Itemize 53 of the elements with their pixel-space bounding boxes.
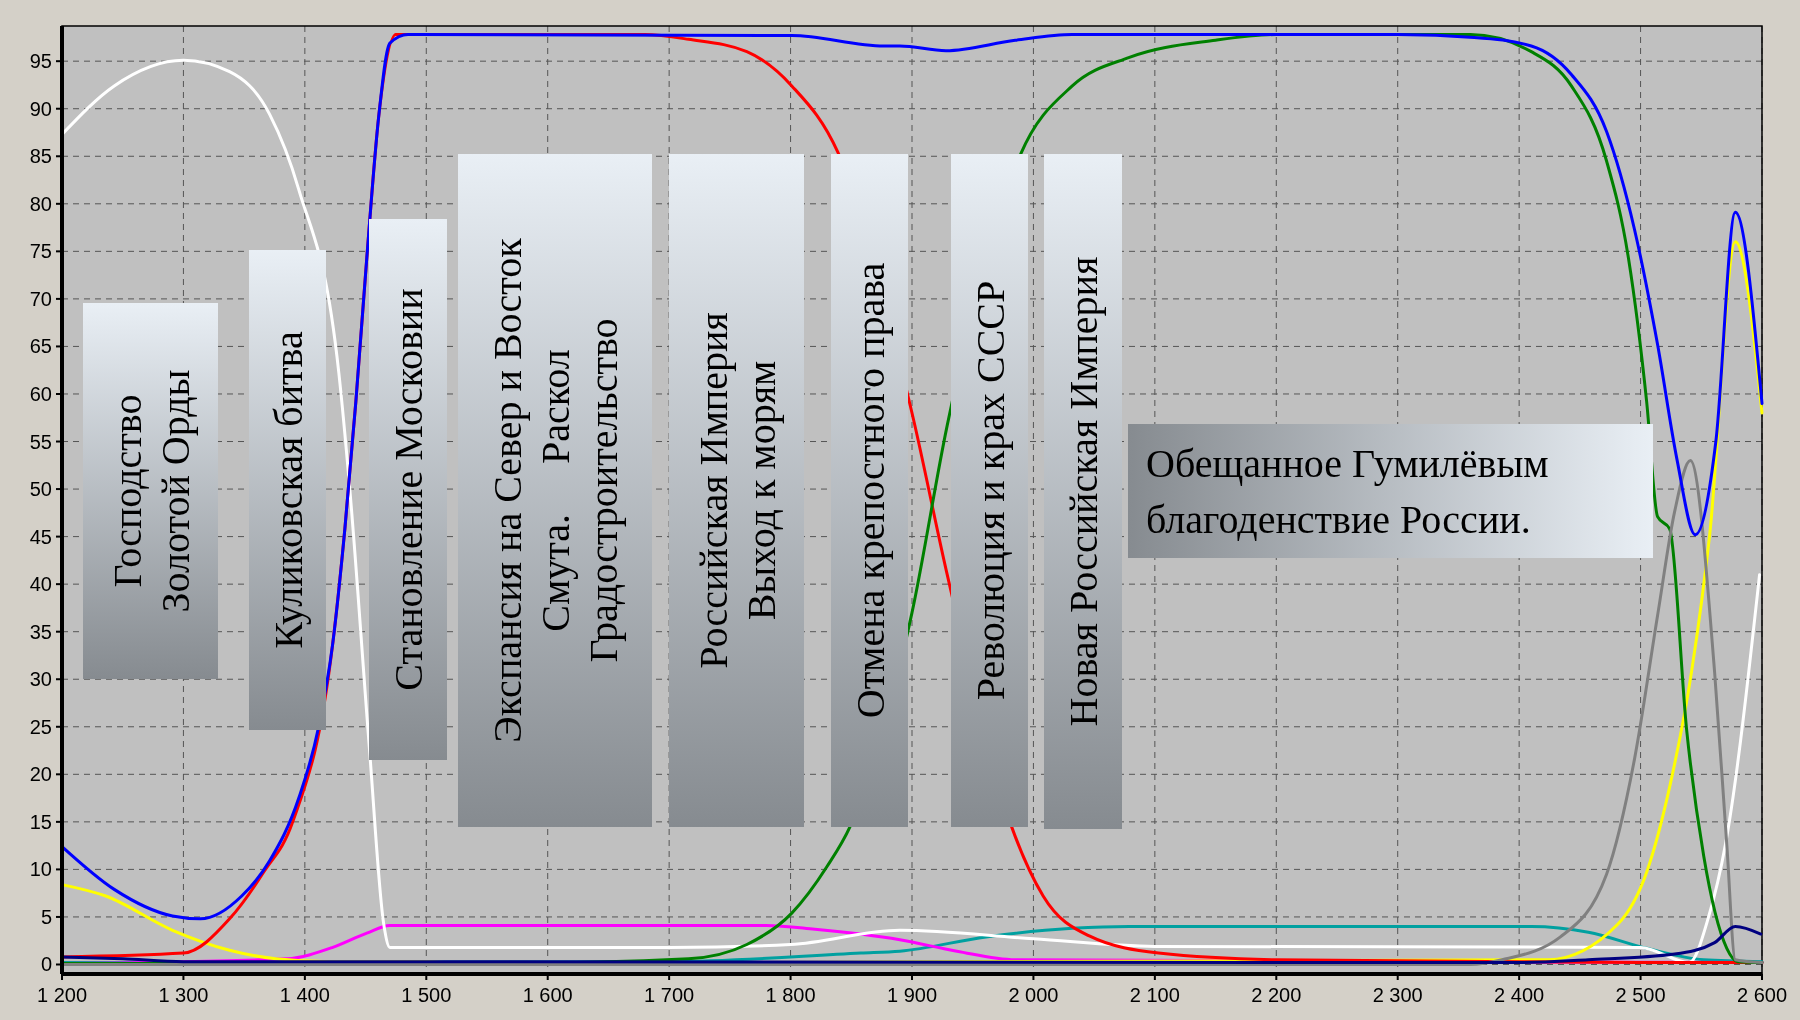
annotation: Новая Российская Империя <box>1061 256 1106 727</box>
annotation: Экспансия на Север и Восток Смута. Раскол Градостроительство <box>485 237 626 743</box>
x-tick-label: 2 400 <box>1494 984 1545 1006</box>
y-tick-label: 50 <box>29 478 52 501</box>
x-tick-label: 1 800 <box>765 984 816 1006</box>
note-box: Обещанное Гумилёвым благоденствие России. <box>1128 424 1653 558</box>
y-tick-label: 0 <box>40 953 52 976</box>
annotation: Российская Империя Выход к морям <box>690 312 784 669</box>
x-tick-label: 1 300 <box>158 984 209 1006</box>
x-tick-label: 2 300 <box>1372 984 1423 1006</box>
x-tick-label: 1 400 <box>279 984 330 1006</box>
annotation: Становление Московии <box>386 288 431 691</box>
y-tick-label: 5 <box>40 905 52 928</box>
x-tick-label: 1 500 <box>401 984 452 1006</box>
y-tick-label: 45 <box>29 525 52 548</box>
y-tick-label: 95 <box>29 50 52 73</box>
y-tick-label: 15 <box>29 810 52 833</box>
y-tick-label: 85 <box>29 145 52 168</box>
y-tick-label: 90 <box>29 97 52 120</box>
x-tick-label: 1 600 <box>522 984 573 1006</box>
note-box: Экспансия на Север и Восток Смута. Раскол Градостроительство <box>458 154 652 827</box>
note-box: Новая Российская Империя <box>1044 154 1122 829</box>
x-tick-label: 2 500 <box>1615 984 1666 1006</box>
x-tick-label: 2 100 <box>1129 984 1180 1006</box>
y-tick-label: 55 <box>29 430 52 453</box>
annotation: Обещанное Гумилёвым благоденствие России. <box>1146 441 1549 542</box>
x-tick-label: 1 700 <box>644 984 695 1006</box>
y-tick-label: 25 <box>29 715 52 738</box>
note-box: Революция и крах СССР <box>951 154 1028 827</box>
annotation: Господство Золотой Орды <box>104 369 198 613</box>
y-tick-label: 20 <box>29 763 52 786</box>
y-tick-label: 40 <box>29 573 52 596</box>
annotation: Революция и крах СССР <box>967 280 1013 701</box>
x-tick-label: 1 900 <box>886 984 938 1006</box>
y-tick-label: 80 <box>29 192 52 215</box>
x-tick-label: 2 000 <box>1008 984 1059 1006</box>
x-tick-label: 2 600 <box>1736 984 1788 1006</box>
y-tick-label: 65 <box>29 335 52 358</box>
y-tick-label: 35 <box>29 620 52 643</box>
y-tick-label: 10 <box>29 858 52 881</box>
annotation: Куликовская битва <box>265 331 311 649</box>
note-box: Отмена крепостного права <box>831 154 908 827</box>
y-tick-label: 70 <box>29 287 52 310</box>
note-box: Становление Московии <box>369 219 447 760</box>
y-tick-label: 75 <box>29 240 52 263</box>
y-tick-label: 30 <box>29 668 52 691</box>
note-box: Куликовская битва <box>249 250 326 730</box>
note-box: Господство Золотой Орды <box>83 303 218 679</box>
annotation: Отмена крепостного права <box>847 262 893 719</box>
y-tick-label: 60 <box>29 382 52 405</box>
x-tick-label: 2 200 <box>1251 984 1302 1006</box>
x-tick-label: 1 200 <box>36 984 88 1006</box>
note-box: Российская Империя Выход к морям <box>669 154 804 827</box>
